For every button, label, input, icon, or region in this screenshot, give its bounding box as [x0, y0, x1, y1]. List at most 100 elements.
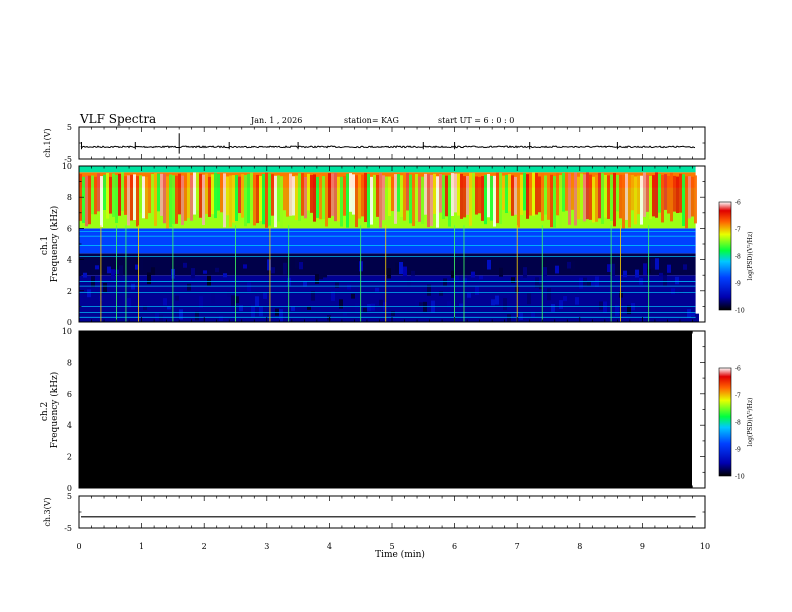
ch1-spectrogram-streak — [277, 175, 280, 222]
ch1-spectrogram-noise — [159, 315, 163, 322]
ch1-spectrogram-noise — [139, 258, 143, 270]
ch1-spectrogram-noise — [615, 305, 619, 316]
ch1-spectrogram-streak — [145, 176, 148, 219]
spec2-yticklabel: 10 — [62, 327, 72, 336]
ch1-spectrogram-streak — [652, 175, 655, 217]
ch1-spectrogram-noise — [511, 277, 515, 283]
ch1-spectrogram-streak — [634, 176, 637, 225]
spec1-yticklabel: 10 — [62, 162, 72, 171]
ch1-spectrogram-streak — [274, 175, 277, 228]
ch1-spectrogram-noise — [623, 270, 627, 278]
ch2-spectrogram-ylabel-channel: ch.2 — [40, 402, 50, 421]
ch1-spectrogram-noise — [683, 264, 687, 270]
ch1-spectrogram-streak — [511, 175, 514, 216]
ch1-spectrogram-streak — [337, 176, 340, 222]
ch1-spectrogram-streak — [631, 174, 634, 211]
ch2-colorbar-ticklabel: -9 — [735, 447, 741, 454]
ch1-spectrogram-noise — [243, 264, 247, 269]
ch1-spectrogram-streak — [196, 172, 199, 211]
time-axis-ticklabel: 6 — [452, 542, 457, 551]
ch1-ytick-top: 5 — [67, 123, 72, 132]
ch1-spectrogram-streak — [361, 174, 364, 217]
time-axis-ticklabel: 2 — [202, 542, 207, 551]
ch1-spectrogram-streak — [325, 176, 328, 227]
ch1-spectrogram-noise — [395, 262, 399, 273]
ch1-spectrogram-streak — [598, 172, 601, 219]
ch1-spectrogram-noise — [491, 299, 495, 306]
ch1-spectrogram-noise — [263, 292, 267, 299]
ch1-spectrogram-streak — [397, 174, 400, 212]
ch1-spectrogram-noise — [127, 298, 131, 308]
ch1-spectrogram-streak — [82, 176, 85, 224]
ch1-spectrogram-noise — [587, 281, 591, 287]
ch1-spectrogram-streak — [88, 175, 91, 225]
ch1-spectrogram-noise — [299, 262, 303, 270]
ch1-spectrogram-streak — [214, 172, 217, 219]
ch1-spectrogram-streak — [517, 174, 520, 228]
ch1-spectrogram-noise — [655, 258, 659, 270]
station-label: station= KAG — [344, 116, 399, 125]
spec2-yticklabel: 0 — [67, 484, 72, 493]
ch1-spectrogram-noise — [507, 314, 511, 322]
ch1-spectrogram-noise — [471, 271, 475, 278]
ch1-spectrogram-streak — [430, 174, 433, 226]
ch1-spectrogram-streak — [121, 172, 124, 211]
time-axis-ticklabel: 7 — [515, 542, 520, 551]
ch1-spectrogram-streak — [100, 176, 103, 228]
ch1-spectrogram-streak — [154, 173, 157, 226]
ch1-spectrogram-streak — [412, 174, 415, 227]
spec2-yticklabel: 4 — [67, 421, 72, 430]
ch1-spectrogram-noise — [323, 270, 327, 278]
ch1-spectrogram-streak — [550, 174, 553, 228]
ch1-spectrogram-noise — [611, 263, 615, 276]
ch1-spectrogram-streak — [607, 175, 610, 219]
ch1-spectrogram-noise — [419, 302, 423, 307]
ch1-spectrogram-streak — [691, 176, 694, 217]
ch1-spectrogram-streak — [646, 174, 649, 212]
ch1-spectrogram-noise — [423, 301, 427, 312]
ch1-spectrogram-noise — [427, 284, 431, 296]
ch1-spectrogram-noise — [527, 293, 531, 305]
ch1-spectrogram-noise — [671, 288, 675, 295]
ch1-spectrogram-noise — [399, 262, 403, 275]
ch1-spectrogram-noise — [307, 306, 311, 310]
ch1-spectrogram-streak — [466, 175, 469, 215]
ch1-spectrogram-streak — [622, 174, 625, 229]
ch1-spectrogram-streak — [610, 174, 613, 221]
ch1-spectrogram-streak — [436, 176, 439, 228]
ch1-spectrogram-streak — [526, 174, 529, 219]
ch1-spectrogram-streak — [685, 176, 688, 229]
ch1-spectrogram-noise — [455, 276, 459, 281]
spec2-yticklabel: 8 — [67, 358, 72, 367]
ch1-spectrogram-noise — [283, 262, 287, 275]
ch1-spectrogram-streak — [415, 174, 418, 222]
ch1-spectrogram-band — [79, 275, 696, 322]
ch1-spectrogram-streak — [592, 176, 595, 223]
ch1-spectrogram-streak — [331, 173, 334, 216]
ch1-spectrogram-noise — [119, 265, 123, 276]
ch1-spectrogram-streak — [670, 172, 673, 222]
ch1-spectrogram-streak — [448, 174, 451, 227]
ch1-spectrogram-streak — [439, 174, 442, 213]
ch1-spectrogram-noise — [327, 315, 331, 321]
ch1-spectrogram-noise — [599, 301, 603, 310]
ch1-spectrogram-streak — [502, 175, 505, 210]
ch1-spectrogram-streak — [628, 174, 631, 228]
ch1-spectrogram-streak — [199, 173, 202, 218]
ch1-spectrogram-band — [79, 166, 696, 173]
ch1-colorbar-ticklabel: -10 — [735, 308, 745, 315]
ch1-spectrogram-streak — [340, 176, 343, 227]
ch1-spectrogram-noise — [115, 269, 119, 275]
ch1-spectrogram-streak — [547, 176, 550, 220]
ch1-spectrogram-noise — [151, 267, 155, 276]
ch1-spectrogram-streak — [469, 172, 472, 226]
ch1-spectrogram-noise — [83, 272, 87, 278]
ch1-spectrogram-streak — [97, 173, 100, 212]
ch1-spectrogram-noise — [643, 263, 647, 276]
ch1-spectrogram-streak — [427, 174, 430, 228]
ch1-spectrogram-noise — [487, 259, 491, 270]
ch1-spectrogram-noise — [375, 287, 379, 292]
ch1-spectrogram-streak — [316, 176, 319, 218]
ch2-spectrogram-image — [79, 331, 692, 488]
ch1-spectrogram-noise — [531, 311, 535, 318]
